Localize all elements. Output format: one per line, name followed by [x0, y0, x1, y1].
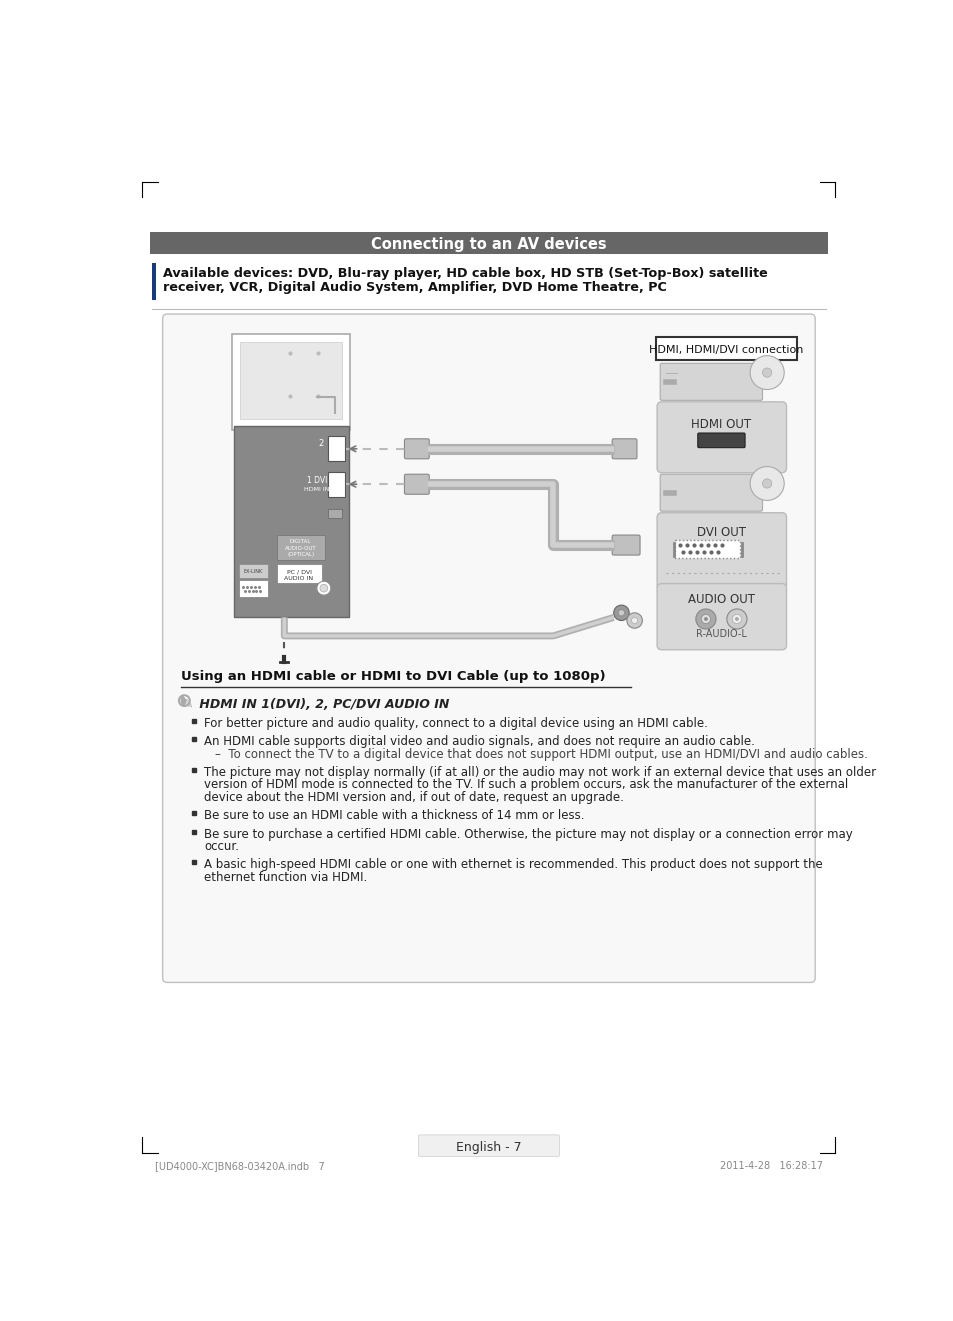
Circle shape — [761, 478, 771, 487]
Text: Available devices: DVD, Blu-ray player, HD cable box, HD STB (Set-Top-Box) satel: Available devices: DVD, Blu-ray player, … — [163, 267, 767, 280]
Text: Be sure to purchase a certified HDMI cable. Otherwise, the picture may not displ: Be sure to purchase a certified HDMI cab… — [204, 828, 852, 840]
Circle shape — [735, 617, 738, 621]
Text: English - 7: English - 7 — [456, 1141, 521, 1153]
FancyBboxPatch shape — [328, 472, 344, 497]
Text: HDMI IN: HDMI IN — [304, 487, 330, 493]
FancyBboxPatch shape — [612, 535, 639, 555]
FancyBboxPatch shape — [240, 342, 342, 419]
Circle shape — [749, 466, 783, 501]
Text: The picture may not display normally (if at all) or the audio may not work if an: The picture may not display normally (if… — [204, 766, 876, 779]
FancyBboxPatch shape — [276, 535, 324, 560]
Text: receiver, VCR, Digital Audio System, Amplifier, DVD Home Theatre, PC: receiver, VCR, Digital Audio System, Amp… — [163, 281, 666, 295]
Text: DIGITAL: DIGITAL — [290, 539, 311, 544]
Circle shape — [631, 617, 637, 624]
Text: EX-LINK: EX-LINK — [243, 569, 263, 573]
FancyBboxPatch shape — [697, 433, 744, 448]
Circle shape — [613, 605, 629, 621]
Polygon shape — [181, 696, 186, 705]
FancyBboxPatch shape — [162, 314, 815, 983]
Text: PC / DVI: PC / DVI — [286, 569, 312, 575]
Text: version of HDMI mode is connected to the TV. If such a problem occurs, ask the m: version of HDMI mode is connected to the… — [204, 778, 848, 791]
FancyBboxPatch shape — [233, 334, 350, 429]
Text: ✎: ✎ — [183, 697, 193, 711]
Text: For better picture and audio quality, connect to a digital device using an HDMI : For better picture and audio quality, co… — [204, 717, 708, 729]
Text: [UD4000-XC]BN68-03420A.indb   7: [UD4000-XC]BN68-03420A.indb 7 — [154, 1161, 324, 1170]
Text: device about the HDMI version and, if out of date, request an upgrade.: device about the HDMI version and, if ou… — [204, 791, 623, 803]
Text: HDMI, HDMI/DVI connection: HDMI, HDMI/DVI connection — [648, 345, 802, 355]
FancyBboxPatch shape — [150, 232, 827, 254]
Circle shape — [316, 581, 331, 594]
Text: ethernet function via HDMI.: ethernet function via HDMI. — [204, 871, 367, 884]
Circle shape — [761, 369, 771, 378]
Text: –  To connect the TV to a digital device that does not support HDMI output, use : – To connect the TV to a digital device … — [215, 748, 867, 761]
Text: HDMI OUT: HDMI OUT — [691, 417, 751, 431]
FancyBboxPatch shape — [276, 564, 321, 583]
FancyBboxPatch shape — [655, 337, 796, 361]
Circle shape — [319, 584, 328, 592]
Text: occur.: occur. — [204, 840, 239, 853]
FancyBboxPatch shape — [238, 580, 268, 597]
FancyBboxPatch shape — [674, 540, 740, 559]
Text: R-AUDIO-L: R-AUDIO-L — [696, 629, 746, 639]
FancyBboxPatch shape — [418, 1135, 558, 1156]
FancyBboxPatch shape — [404, 439, 429, 458]
Circle shape — [700, 614, 710, 624]
Text: AUDIO OUT: AUDIO OUT — [687, 593, 754, 606]
Circle shape — [618, 610, 624, 616]
FancyBboxPatch shape — [328, 436, 344, 461]
FancyBboxPatch shape — [233, 427, 348, 617]
Text: Using an HDMI cable or HDMI to DVI Cable (up to 1080p): Using an HDMI cable or HDMI to DVI Cable… — [181, 670, 605, 683]
FancyBboxPatch shape — [657, 402, 785, 473]
FancyBboxPatch shape — [404, 474, 429, 494]
Text: 2: 2 — [317, 439, 323, 448]
Text: Connecting to an AV devices: Connecting to an AV devices — [371, 238, 606, 252]
Text: A basic high-speed HDMI cable or one with ethernet is recommended. This product : A basic high-speed HDMI cable or one wit… — [204, 859, 822, 872]
FancyBboxPatch shape — [152, 263, 155, 300]
Text: An HDMI cable supports digital video and audio signals, and does not require an : An HDMI cable supports digital video and… — [204, 736, 755, 748]
Text: AUDIO-OUT: AUDIO-OUT — [285, 546, 316, 551]
Text: AUDIO IN: AUDIO IN — [284, 576, 314, 581]
FancyBboxPatch shape — [657, 513, 785, 589]
FancyBboxPatch shape — [238, 564, 268, 579]
Text: HDMI IN 1(DVI), 2, PC/DVI AUDIO IN: HDMI IN 1(DVI), 2, PC/DVI AUDIO IN — [195, 697, 449, 711]
Text: (OPTICAL): (OPTICAL) — [287, 552, 314, 556]
FancyBboxPatch shape — [659, 363, 761, 400]
Circle shape — [732, 614, 740, 624]
Circle shape — [695, 609, 716, 629]
FancyBboxPatch shape — [659, 474, 761, 511]
FancyBboxPatch shape — [612, 439, 637, 458]
FancyBboxPatch shape — [657, 584, 785, 650]
Circle shape — [626, 613, 641, 629]
Text: Be sure to use an HDMI cable with a thickness of 14 mm or less.: Be sure to use an HDMI cable with a thic… — [204, 810, 584, 822]
Circle shape — [749, 355, 783, 390]
Text: DVI OUT: DVI OUT — [697, 526, 745, 539]
Circle shape — [703, 617, 707, 621]
Text: 1 DVI: 1 DVI — [306, 476, 327, 485]
Circle shape — [726, 609, 746, 629]
Text: 2011-4-28   16:28:17: 2011-4-28 16:28:17 — [720, 1161, 822, 1170]
FancyBboxPatch shape — [328, 509, 342, 518]
